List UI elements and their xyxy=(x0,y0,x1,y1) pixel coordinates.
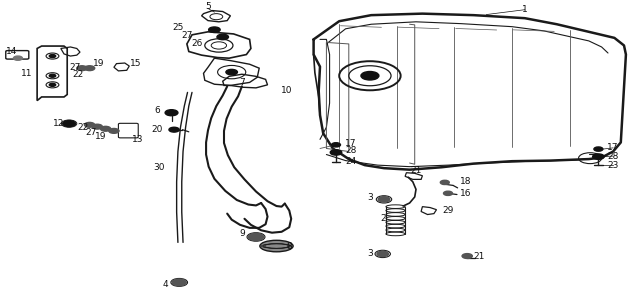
Circle shape xyxy=(378,197,390,202)
Circle shape xyxy=(49,55,56,58)
Text: 9: 9 xyxy=(239,229,244,238)
Circle shape xyxy=(440,180,449,185)
Circle shape xyxy=(109,128,119,133)
Circle shape xyxy=(100,126,111,131)
Circle shape xyxy=(332,143,340,147)
Text: 21: 21 xyxy=(473,252,484,261)
Circle shape xyxy=(63,121,76,127)
Text: 15: 15 xyxy=(130,58,141,68)
Text: 14: 14 xyxy=(6,47,17,56)
Text: 30: 30 xyxy=(153,163,164,172)
Circle shape xyxy=(248,233,264,241)
Circle shape xyxy=(594,147,603,151)
Text: 11: 11 xyxy=(21,69,33,78)
Circle shape xyxy=(92,124,102,129)
Text: 6: 6 xyxy=(154,106,159,115)
Text: 8: 8 xyxy=(287,242,292,251)
Text: 27: 27 xyxy=(181,31,193,40)
Text: 17: 17 xyxy=(345,138,356,148)
Circle shape xyxy=(84,66,95,71)
Text: 3: 3 xyxy=(367,249,372,258)
Text: 19: 19 xyxy=(93,59,105,68)
Text: 1: 1 xyxy=(522,5,527,14)
Circle shape xyxy=(169,127,179,132)
Circle shape xyxy=(444,191,452,195)
Text: 16: 16 xyxy=(460,189,472,198)
Circle shape xyxy=(13,56,22,60)
Circle shape xyxy=(209,27,220,32)
Text: 17: 17 xyxy=(607,143,619,152)
Text: 29: 29 xyxy=(442,206,454,215)
Text: 19: 19 xyxy=(95,132,107,142)
Text: 18: 18 xyxy=(460,177,472,186)
Text: 24: 24 xyxy=(345,157,356,166)
Text: 22: 22 xyxy=(72,70,84,79)
Circle shape xyxy=(49,74,56,77)
Text: 22: 22 xyxy=(77,123,89,132)
Text: 25: 25 xyxy=(172,23,184,32)
Circle shape xyxy=(361,72,379,80)
Text: 13: 13 xyxy=(132,135,143,145)
Circle shape xyxy=(172,279,186,286)
Ellipse shape xyxy=(260,240,293,252)
Text: 5: 5 xyxy=(205,2,211,11)
Circle shape xyxy=(462,254,472,258)
Circle shape xyxy=(377,251,388,257)
Text: 27: 27 xyxy=(85,128,97,137)
Text: 2: 2 xyxy=(380,214,385,223)
Circle shape xyxy=(217,34,228,40)
Text: 23: 23 xyxy=(607,161,619,170)
Text: 20: 20 xyxy=(151,125,163,134)
Text: 12: 12 xyxy=(53,119,65,128)
Circle shape xyxy=(84,122,95,127)
Circle shape xyxy=(593,154,604,159)
Text: 10: 10 xyxy=(281,86,292,95)
Text: 26: 26 xyxy=(191,38,203,48)
Text: 28: 28 xyxy=(607,152,619,161)
Circle shape xyxy=(226,69,237,75)
Text: 27: 27 xyxy=(70,63,81,72)
Circle shape xyxy=(330,150,342,155)
Text: 4: 4 xyxy=(163,280,168,289)
Circle shape xyxy=(77,66,87,71)
Circle shape xyxy=(165,110,178,116)
Circle shape xyxy=(49,83,56,86)
Text: 7: 7 xyxy=(239,78,244,87)
Text: 3: 3 xyxy=(367,193,372,202)
Text: 21: 21 xyxy=(410,166,422,175)
Text: 28: 28 xyxy=(345,146,356,155)
